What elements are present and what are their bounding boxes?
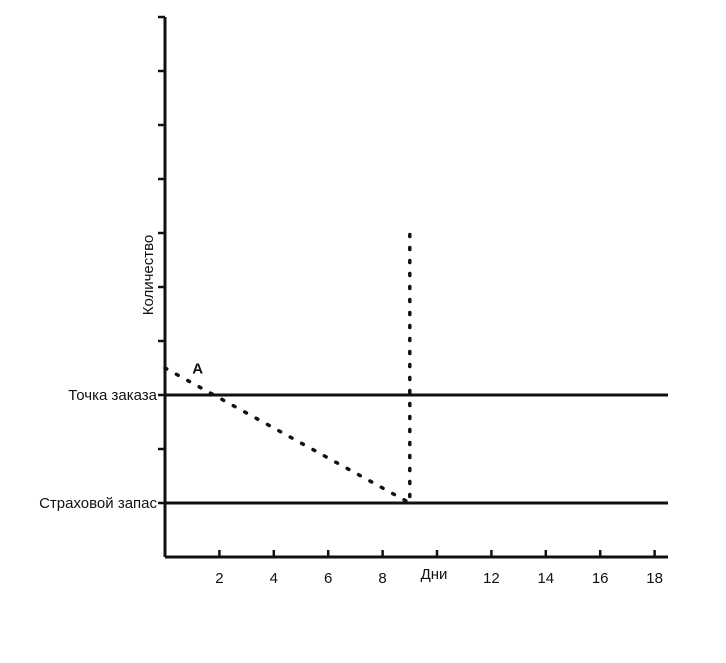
x-tick-label-18: 18	[646, 570, 663, 587]
x-tick-label-8: 8	[378, 570, 386, 587]
reference-label-reorder-point: Точка заказа	[68, 387, 157, 404]
annotation-A: A	[192, 360, 203, 377]
x-tick-label-14: 14	[537, 570, 554, 587]
reference-label-safety-stock: Страховой запас	[39, 495, 157, 512]
y-axis-label: Количество	[140, 235, 157, 316]
x-axis-label: Дни	[421, 566, 448, 583]
x-tick-label-2: 2	[215, 570, 223, 587]
x-tick-label-4: 4	[270, 570, 278, 587]
x-tick-label-16: 16	[592, 570, 609, 587]
x-tick-label-12: 12	[483, 570, 500, 587]
x-tick-label-6: 6	[324, 570, 332, 587]
